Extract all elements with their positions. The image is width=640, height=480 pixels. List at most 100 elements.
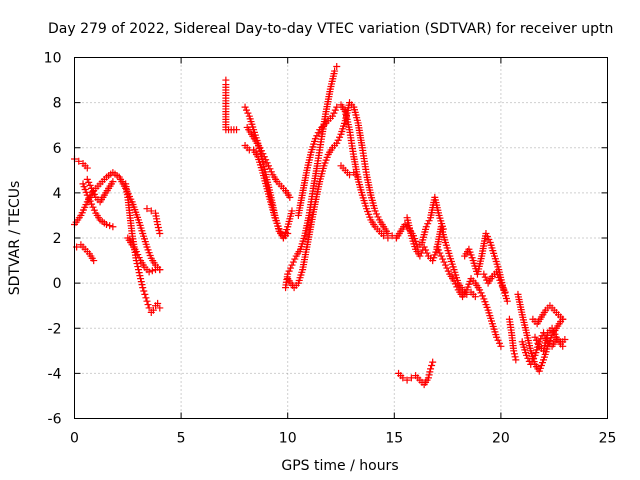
- data-point: [313, 132, 321, 140]
- data-point: [284, 229, 292, 237]
- data-point: [384, 234, 392, 242]
- data-point: [374, 213, 382, 221]
- data-point: [88, 184, 96, 192]
- data-point: [75, 157, 83, 165]
- data-point: [511, 353, 519, 361]
- y-axis-label: SDTVAR / TECUs: [7, 181, 23, 296]
- data-point: [380, 232, 388, 240]
- data-point: [333, 63, 341, 71]
- data-point: [83, 191, 91, 199]
- x-tick-label: 20: [492, 431, 510, 447]
- data-point: [134, 251, 142, 259]
- data-point: [434, 246, 442, 254]
- data-points: [71, 63, 569, 389]
- x-tick-label: 15: [385, 431, 403, 447]
- data-point: [429, 358, 437, 366]
- data-point: [86, 181, 94, 189]
- x-tick-labels: 0 5 10 15 20 25: [70, 431, 616, 447]
- y-tick-label: -4: [48, 366, 62, 382]
- data-point: [399, 374, 407, 382]
- series-track-16: [337, 162, 362, 181]
- data-point: [260, 153, 268, 161]
- data-point: [314, 129, 322, 137]
- data-point: [259, 150, 267, 158]
- series-track-10: [241, 103, 296, 242]
- data-point: [403, 376, 411, 384]
- data-point: [141, 290, 149, 298]
- series-track-15: [294, 101, 392, 242]
- data-point: [256, 144, 264, 152]
- data-point: [88, 200, 96, 208]
- data-point: [285, 267, 293, 275]
- data-point: [149, 306, 157, 314]
- data-point: [138, 281, 146, 289]
- data-point: [144, 301, 152, 309]
- series-track-14: [284, 99, 400, 292]
- data-point: [354, 173, 362, 181]
- data-point: [439, 255, 447, 263]
- y-tick-label: 6: [53, 141, 62, 157]
- data-point: [156, 266, 164, 274]
- data-point: [482, 229, 490, 237]
- data-point: [423, 249, 431, 257]
- data-point: [263, 159, 271, 167]
- data-point: [328, 112, 336, 120]
- data-point: [154, 220, 162, 228]
- y-tick-label: 8: [53, 96, 62, 112]
- data-point: [548, 324, 556, 332]
- data-point: [433, 243, 441, 251]
- data-point: [90, 206, 98, 214]
- data-point: [346, 171, 354, 179]
- y-tick-label: -2: [48, 321, 62, 337]
- data-point: [422, 223, 430, 231]
- data-point: [426, 368, 434, 376]
- series-track-4: [79, 180, 117, 231]
- data-point: [156, 304, 164, 312]
- data-point: [102, 220, 110, 228]
- chart-title: Day 279 of 2022, Sidereal Day-to-day VTE…: [48, 21, 613, 37]
- data-point: [86, 197, 94, 205]
- data-point: [407, 374, 415, 382]
- data-point: [89, 187, 97, 195]
- data-point: [428, 361, 436, 369]
- data-point: [145, 268, 153, 276]
- data-point: [551, 330, 559, 338]
- data-point: [528, 357, 536, 365]
- data-point: [145, 304, 153, 312]
- data-point: [135, 254, 143, 262]
- data-point: [436, 249, 444, 257]
- data-point: [443, 264, 451, 272]
- series-track-20: [433, 243, 505, 350]
- data-point: [561, 336, 569, 344]
- data-point: [497, 342, 505, 350]
- data-point: [476, 286, 484, 294]
- data-point: [109, 223, 117, 231]
- data-point: [495, 339, 503, 347]
- y-tick-labels: -6 -4 -2 0 2 4 6 8 10: [44, 51, 62, 428]
- data-point: [132, 248, 140, 256]
- data-point: [512, 356, 520, 364]
- data-point: [500, 285, 508, 293]
- data-point: [451, 280, 459, 288]
- series-track-12: [241, 141, 292, 242]
- data-point: [498, 282, 506, 290]
- y-tick-label: -6: [48, 412, 62, 428]
- data-point: [257, 147, 265, 155]
- data-point: [480, 270, 488, 278]
- data-point: [83, 164, 91, 172]
- plot-frame: [74, 57, 608, 419]
- data-point: [427, 365, 435, 373]
- data-point: [137, 275, 145, 283]
- data-point: [331, 67, 339, 75]
- data-point: [510, 347, 518, 355]
- series-track-9: [222, 76, 241, 134]
- data-point: [425, 217, 433, 225]
- data-point: [289, 258, 297, 266]
- data-point: [262, 156, 270, 164]
- data-point: [278, 231, 286, 239]
- data-point: [333, 139, 341, 147]
- data-point: [90, 257, 98, 265]
- y-tick-label: 4: [53, 186, 62, 202]
- data-point: [109, 178, 117, 186]
- data-point: [133, 260, 141, 268]
